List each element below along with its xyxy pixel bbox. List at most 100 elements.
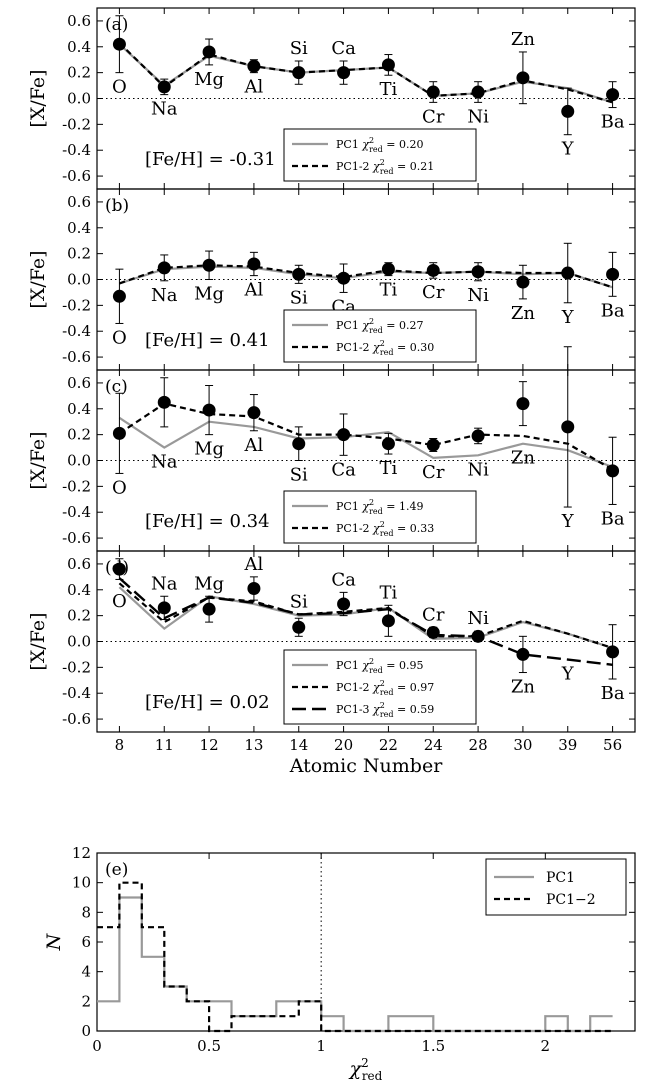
- element-label-y: Y: [561, 511, 575, 532]
- data-point-na: [157, 261, 171, 275]
- element-label-zn: Zn: [511, 29, 536, 50]
- panel-c: 0.6 0.4 0.2 0.0 -0.2 -0.4 -0.6 [X/Fe] (c) O Na Mg Al…: [27, 346, 636, 552]
- element-label-al: Al: [244, 280, 264, 301]
- y-tick-label: 10: [72, 874, 91, 892]
- x-tick-label: 20: [334, 736, 353, 754]
- y-tick-label: 0: [81, 1022, 91, 1040]
- data-point-ca: [337, 271, 351, 285]
- y-tick-label: -0.6: [62, 529, 91, 547]
- x-tick-label: 8: [115, 736, 125, 754]
- legend-entry: PC1-2 χ2 red = 0.97: [336, 679, 434, 697]
- legend-entry: PC1: [546, 870, 575, 886]
- y-tick-label: 6: [81, 933, 91, 951]
- y-tick-label: 2: [81, 992, 91, 1010]
- legend-chi2-value: 0.33: [410, 522, 435, 535]
- element-label-al: Al: [244, 554, 264, 575]
- legend-chi2-value: 1.49: [399, 500, 424, 513]
- histogram-pc1: [97, 896, 613, 1033]
- data-point-ti: [381, 614, 395, 628]
- y-tick-label: 0.0: [67, 271, 91, 289]
- data-point-na: [157, 80, 171, 94]
- panel-label: (c): [105, 377, 128, 397]
- element-label-y: Y: [561, 139, 575, 160]
- y-tick-label: -0.2: [62, 658, 91, 676]
- data-point-ti: [381, 58, 395, 72]
- legend-box: [283, 649, 477, 725]
- legend-box: [283, 490, 477, 544]
- legend-series-name: PC1: [336, 659, 359, 672]
- data-point-ca: [337, 597, 351, 611]
- element-label-na: Na: [151, 285, 178, 306]
- legend-chi2-value: 0.59: [410, 703, 435, 716]
- element-label-cr: Cr: [422, 462, 445, 483]
- data-point-o: [112, 562, 126, 576]
- metallicity-label: [Fe/H] = 0.34: [145, 511, 270, 532]
- y-tick-label: 12: [72, 844, 91, 862]
- y-tick-label: 0.2: [67, 607, 91, 625]
- legend-entry: PC1-2 χ2 red = 0.21: [336, 158, 434, 176]
- panel-e: 0 2 4 6 8 10 12 0 0.5 1 1.5 2 (e) Nχ2 red PC1 PC1−2: [43, 844, 636, 1083]
- data-point-cr: [426, 625, 440, 639]
- y-tick-label: 0.4: [67, 581, 91, 599]
- data-point-ba: [606, 464, 620, 478]
- legend-series-name: PC1-3: [336, 703, 370, 716]
- element-label-ti: Ti: [380, 79, 398, 100]
- data-point-o: [112, 426, 126, 440]
- data-point-y: [561, 104, 575, 118]
- x-tick-label: 11: [155, 736, 174, 754]
- data-point-ba: [606, 267, 620, 281]
- x-tick-label: 12: [200, 736, 219, 754]
- data-point-ti: [381, 262, 395, 276]
- y-tick-label: -0.4: [62, 684, 91, 702]
- data-point-o: [112, 289, 126, 303]
- data-point-ca: [337, 66, 351, 80]
- data-point-mg: [202, 45, 216, 59]
- y-tick-label: -0.6: [62, 167, 91, 185]
- y-tick-label: 0.0: [67, 90, 91, 108]
- y-tick-label: 0.6: [67, 193, 91, 211]
- panel-label: (b): [105, 196, 129, 216]
- data-point-si: [292, 437, 306, 451]
- histogram-pc1-2: [97, 881, 613, 1033]
- data-point-si: [292, 66, 306, 80]
- y-tick-label: -0.6: [62, 348, 91, 366]
- x-tick-label: 1: [316, 1037, 326, 1055]
- element-label-ni: Ni: [467, 459, 489, 480]
- data-point-y: [561, 266, 575, 280]
- y-axis-label: [X/Fe]: [27, 431, 49, 489]
- legend-series-name: PC1-2: [336, 522, 370, 535]
- x-tick-label: 28: [469, 736, 488, 754]
- panel-label: (e): [105, 860, 128, 880]
- element-label-ca: Ca: [331, 569, 356, 590]
- data-point-mg: [202, 258, 216, 272]
- legend-series-name: PC1: [336, 319, 359, 332]
- y-tick-label: 0.4: [67, 400, 91, 418]
- y-tick-label: 0.2: [67, 64, 91, 82]
- y-tick-label: 0.4: [67, 219, 91, 237]
- data-point-zn: [516, 71, 530, 85]
- element-label-ti: Ti: [380, 582, 398, 603]
- y-tick-label: -0.4: [62, 141, 91, 159]
- data-point-si: [292, 620, 306, 634]
- y-tick-label: -0.2: [62, 477, 91, 495]
- data-point-ni: [471, 265, 485, 279]
- x-tick-label: 2: [541, 1037, 551, 1055]
- metallicity-label: [Fe/H] = 0.02: [145, 692, 270, 713]
- legend-entry: PC1 χ2 red = 1.49: [336, 498, 424, 516]
- series-line-pc1-2: [118, 402, 614, 471]
- data-point-ni: [471, 629, 485, 643]
- data-point-al: [247, 257, 261, 271]
- x-tick-label: 24: [424, 736, 443, 754]
- data-point-ti: [381, 437, 395, 451]
- element-label-ca: Ca: [331, 459, 356, 480]
- element-label-ba: Ba: [601, 112, 625, 133]
- legend-entry: PC1-3 χ2 red = 0.59: [336, 701, 434, 719]
- data-point-o: [112, 37, 126, 51]
- element-label-ba: Ba: [601, 508, 625, 529]
- legend-chi2-value: 0.20: [399, 138, 424, 151]
- y-axis-label: N: [43, 932, 65, 951]
- data-point-al: [247, 59, 261, 73]
- panel-d: 0.60.40.20.0-0.2-0.4-0.6[X/Fe](d)ONaMgAl…: [27, 550, 636, 777]
- series-line-pc1-2: [119, 264, 613, 289]
- x-tick-label: 13: [244, 736, 263, 754]
